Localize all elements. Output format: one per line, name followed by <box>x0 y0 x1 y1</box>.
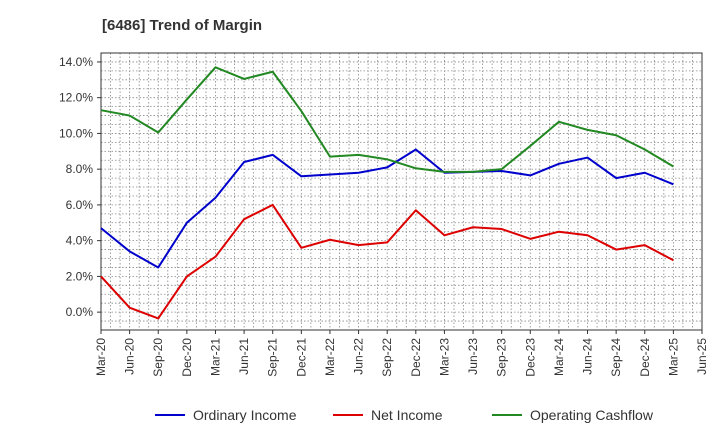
y-tick-label: 10.0% <box>59 126 93 140</box>
x-tick-label: Mar-23 <box>437 338 451 376</box>
x-tick-label: Jun-22 <box>352 338 366 375</box>
x-tick-label: Mar-20 <box>94 338 108 376</box>
x-tick-label: Dec-23 <box>523 338 537 377</box>
x-tick-label: Jun-25 <box>695 338 709 375</box>
series-line-3 <box>100 66 674 173</box>
x-tick-label: Dec-21 <box>294 338 308 377</box>
legend-label: Net Income <box>371 407 443 423</box>
legend-label: Ordinary Income <box>193 407 297 423</box>
y-tick-label: 6.0% <box>66 198 94 212</box>
x-tick-label: Jun-21 <box>237 338 251 375</box>
legend: Ordinary Income Net Income Operating Cashf… <box>155 407 654 423</box>
x-tick-label: Mar-24 <box>552 338 566 376</box>
legend-label: Operating Cashflow <box>530 407 654 423</box>
plot-area <box>100 52 703 331</box>
x-tick-label: Sep-24 <box>609 338 623 377</box>
x-tick-label: Jun-24 <box>581 338 595 375</box>
x-axis: Mar-20 Jun-20 Sep-20 Dec-20 Mar-21 Jun-21 Sep-… <box>94 330 709 377</box>
y-tick-label: 2.0% <box>66 269 94 283</box>
y-tick-label: 4.0% <box>66 234 94 248</box>
chart-title: [6486] Trend of Margin <box>102 17 262 34</box>
x-tick-label: Sep-22 <box>380 338 394 377</box>
x-tick-label: Dec-24 <box>638 338 652 377</box>
x-tick-label: Mar-21 <box>208 338 222 376</box>
x-tick-label: Jun-20 <box>123 338 137 375</box>
series-line-2 <box>100 203 674 320</box>
x-tick-label: Dec-22 <box>409 338 423 377</box>
y-tick-label: 0.0% <box>66 305 94 319</box>
x-tick-label: Mar-25 <box>666 338 680 376</box>
x-tick-label: Sep-23 <box>495 338 509 377</box>
y-axis: 0.0% 2.0% 4.0% 6.0% 8.0% 10.0% 12.0% 14.0% <box>59 55 101 319</box>
x-tick-label: Sep-21 <box>266 338 280 377</box>
x-tick-label: Dec-20 <box>180 338 194 377</box>
series-line-1 <box>100 148 674 269</box>
series-lines <box>100 66 674 320</box>
x-tick-label: Jun-23 <box>466 338 480 375</box>
y-tick-label: 8.0% <box>66 162 94 176</box>
x-tick-label: Mar-22 <box>323 338 337 376</box>
x-tick-label: Sep-20 <box>151 338 165 377</box>
y-tick-label: 12.0% <box>59 91 93 105</box>
y-tick-label: 14.0% <box>59 55 93 69</box>
